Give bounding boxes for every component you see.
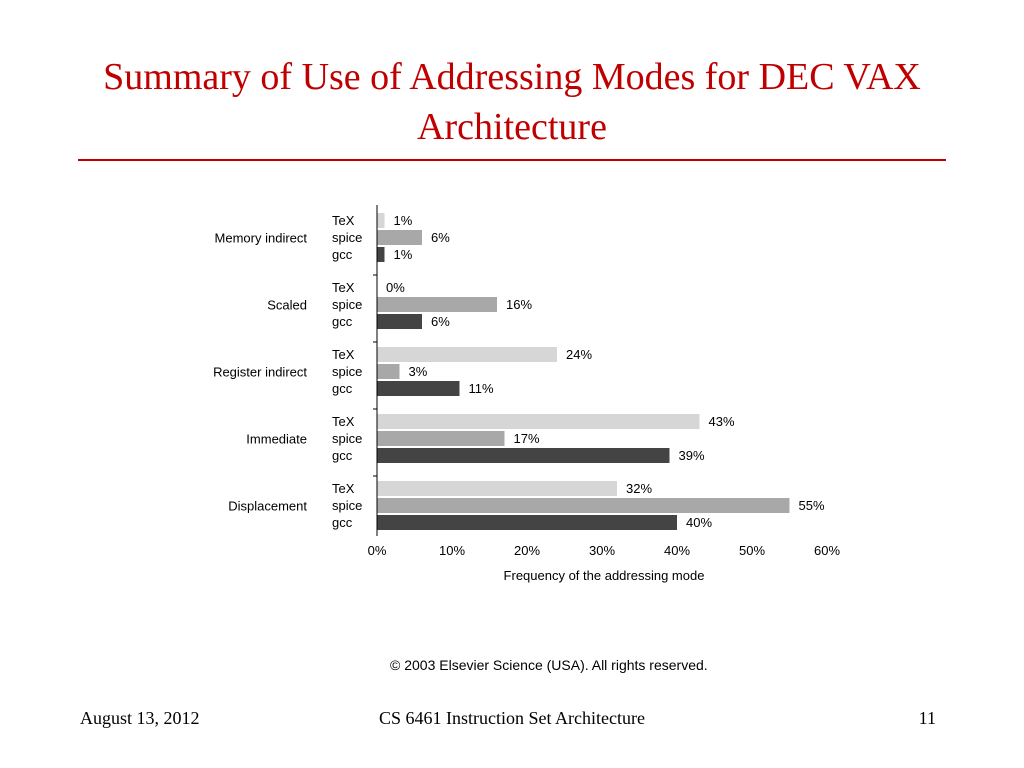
data-label: 39% (679, 448, 705, 463)
data-label: 40% (686, 515, 712, 530)
series-label-gcc: gcc (332, 381, 353, 396)
category-label: Immediate (246, 432, 307, 447)
category-label: Scaled (267, 298, 307, 313)
bar-spice (377, 498, 790, 513)
bar-gcc (377, 314, 422, 329)
copyright-notice: © 2003 Elsevier Science (USA). All right… (390, 657, 708, 673)
series-label-spice: spice (332, 431, 362, 446)
bar-gcc (377, 381, 460, 396)
x-tick-label: 20% (514, 543, 540, 558)
bar-spice (377, 364, 400, 379)
bar-spice (377, 230, 422, 245)
bar-tex (377, 213, 385, 228)
series-label-gcc: gcc (332, 515, 353, 530)
series-label-tex: TeX (332, 213, 355, 228)
series-label-gcc: gcc (332, 448, 353, 463)
series-label-spice: spice (332, 498, 362, 513)
x-tick-label: 40% (664, 543, 690, 558)
slide-title: Summary of Use of Addressing Modes for D… (103, 56, 921, 148)
x-tick-label: 10% (439, 543, 465, 558)
data-label: 0% (386, 280, 405, 295)
bar-tex (377, 481, 617, 496)
footer-date: August 13, 2012 (80, 708, 200, 728)
data-label: 1% (394, 247, 413, 262)
data-label: 6% (431, 230, 450, 245)
footer-page-number: 11 (918, 708, 936, 728)
title-divider (78, 159, 946, 161)
series-label-tex: TeX (332, 280, 355, 295)
data-label: 16% (506, 297, 532, 312)
bar-spice (377, 431, 505, 446)
series-label-tex: TeX (332, 481, 355, 496)
data-label: 17% (514, 431, 540, 446)
series-label-spice: spice (332, 364, 362, 379)
series-label-tex: TeX (332, 414, 355, 429)
data-label: 43% (709, 414, 735, 429)
series-label-spice: spice (332, 297, 362, 312)
x-axis-title: Frequency of the addressing mode (504, 568, 705, 583)
data-label: 6% (431, 314, 450, 329)
category-label: Memory indirect (215, 231, 308, 246)
bar-gcc (377, 515, 677, 530)
footer-course-title: CS 6461 Instruction Set Architecture (379, 708, 645, 728)
data-label: 32% (626, 481, 652, 496)
x-tick-label: 50% (739, 543, 765, 558)
data-label: 1% (394, 213, 413, 228)
series-label-gcc: gcc (332, 314, 353, 329)
series-label-gcc: gcc (332, 247, 353, 262)
data-label: 11% (469, 381, 494, 396)
x-tick-label: 0% (368, 543, 387, 558)
data-label: 3% (409, 364, 428, 379)
series-label-tex: TeX (332, 347, 355, 362)
bar-tex (377, 347, 557, 362)
bar-gcc (377, 448, 670, 463)
x-tick-label: 60% (814, 543, 840, 558)
bar-gcc (377, 247, 385, 262)
x-tick-label: 30% (589, 543, 615, 558)
bar-tex (377, 414, 700, 429)
data-label: 55% (799, 498, 825, 513)
category-label: Displacement (228, 499, 307, 514)
data-label: 24% (566, 347, 592, 362)
category-label: Register indirect (213, 365, 307, 380)
series-label-spice: spice (332, 230, 362, 245)
bar-spice (377, 297, 497, 312)
